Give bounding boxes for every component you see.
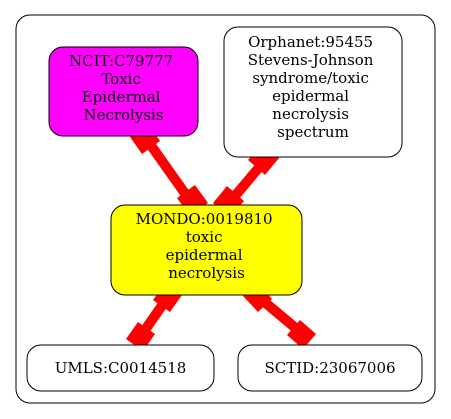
edge-ncit-mondo <box>130 124 208 216</box>
node-orphanet-line: syndrome/toxic <box>252 69 369 87</box>
node-orphanet-line: Orphanet:95455 <box>248 33 373 51</box>
node-orphanet[interactable]: Orphanet:95455 Stevens-Johnson syndrome/… <box>224 27 402 157</box>
node-mondo-line: toxic <box>186 228 223 246</box>
node-orphanet-line: Stevens-Johnson <box>248 51 374 69</box>
node-orphanet-line: spectrum <box>277 123 349 141</box>
node-ncit-line: Epidermal <box>82 88 161 106</box>
node-umls-line: UMLS:C0014518 <box>55 359 187 377</box>
node-orphanet-line: necrolysis <box>272 105 349 123</box>
node-mondo-line: necrolysis <box>168 264 245 282</box>
node-orphanet-line: epidermal <box>272 87 349 105</box>
node-umls[interactable]: UMLS:C0014518 <box>27 345 214 391</box>
node-ncit-label: NCIT:C79777 Toxic Epidermal Necrolysis <box>69 52 178 124</box>
node-ncit-line: Necrolysis <box>83 106 163 124</box>
node-mondo-line: MONDO:0019810 <box>136 210 273 228</box>
node-mondo-line: epidermal <box>166 246 243 264</box>
node-mondo[interactable]: MONDO:0019810 toxic epidermal necrolysis <box>111 205 302 295</box>
node-umls-label: UMLS:C0014518 <box>55 359 187 377</box>
node-sctid-line: SCTID:23067006 <box>264 359 395 377</box>
node-ncit-line: NCIT:C79777 <box>69 52 173 70</box>
node-sctid[interactable]: SCTID:23067006 <box>238 345 422 391</box>
node-ncit[interactable]: NCIT:C79777 Toxic Epidermal Necrolysis <box>49 47 198 136</box>
node-sctid-label: SCTID:23067006 <box>264 359 395 377</box>
node-ncit-line: Toxic <box>101 70 141 88</box>
